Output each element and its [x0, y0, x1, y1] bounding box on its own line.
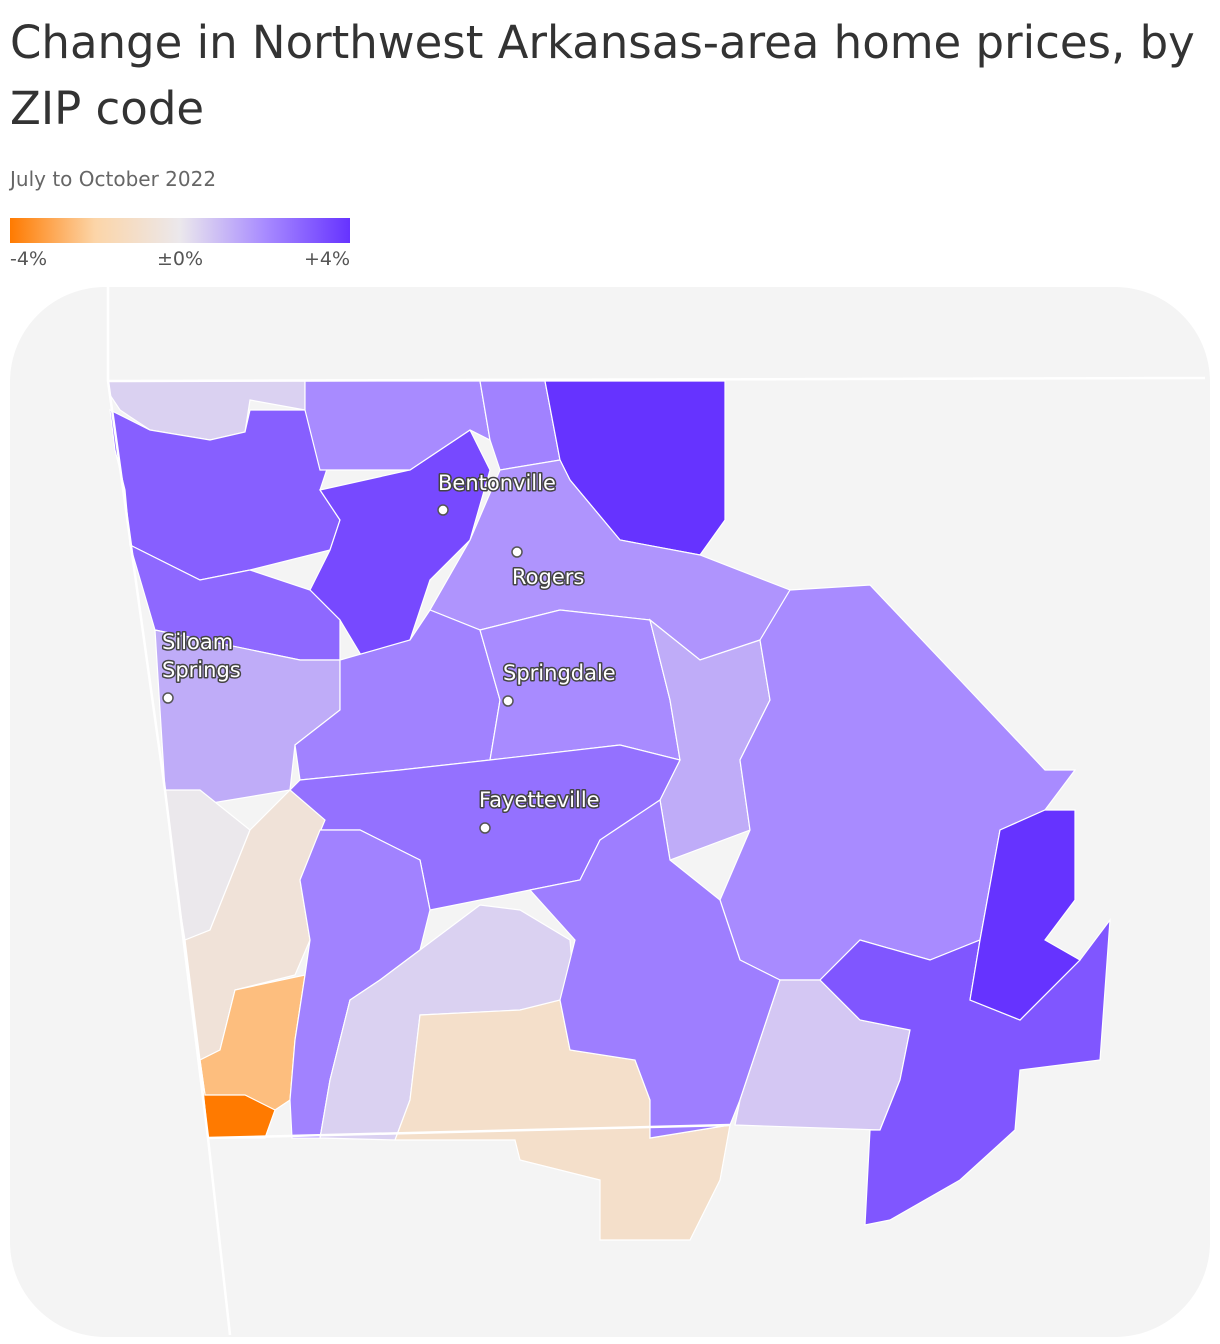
city-label: Springs	[162, 658, 241, 682]
city-label: Fayetteville	[479, 788, 600, 812]
city-dot	[502, 695, 514, 707]
city-dot	[511, 546, 523, 558]
city-dot	[479, 822, 491, 834]
legend-label: +4%	[304, 248, 350, 270]
zip-region	[969, 809, 1081, 1021]
state-borders	[106, 287, 1206, 1336]
zip-region	[479, 609, 681, 761]
title: Change in Northwest Arkansas-area home p…	[10, 16, 1195, 135]
city-label: Siloam	[162, 630, 233, 654]
subtitle: July to October 2022	[10, 167, 217, 191]
legend-label: ±0%	[157, 248, 203, 270]
city-dot	[162, 692, 174, 704]
city-label: Springdale	[503, 661, 616, 685]
legend-label: -4%	[10, 248, 47, 270]
legend-gradient	[10, 218, 350, 243]
city-label: Rogers	[512, 565, 584, 589]
city-dot	[437, 504, 449, 516]
city-label: Bentonville	[438, 471, 556, 495]
